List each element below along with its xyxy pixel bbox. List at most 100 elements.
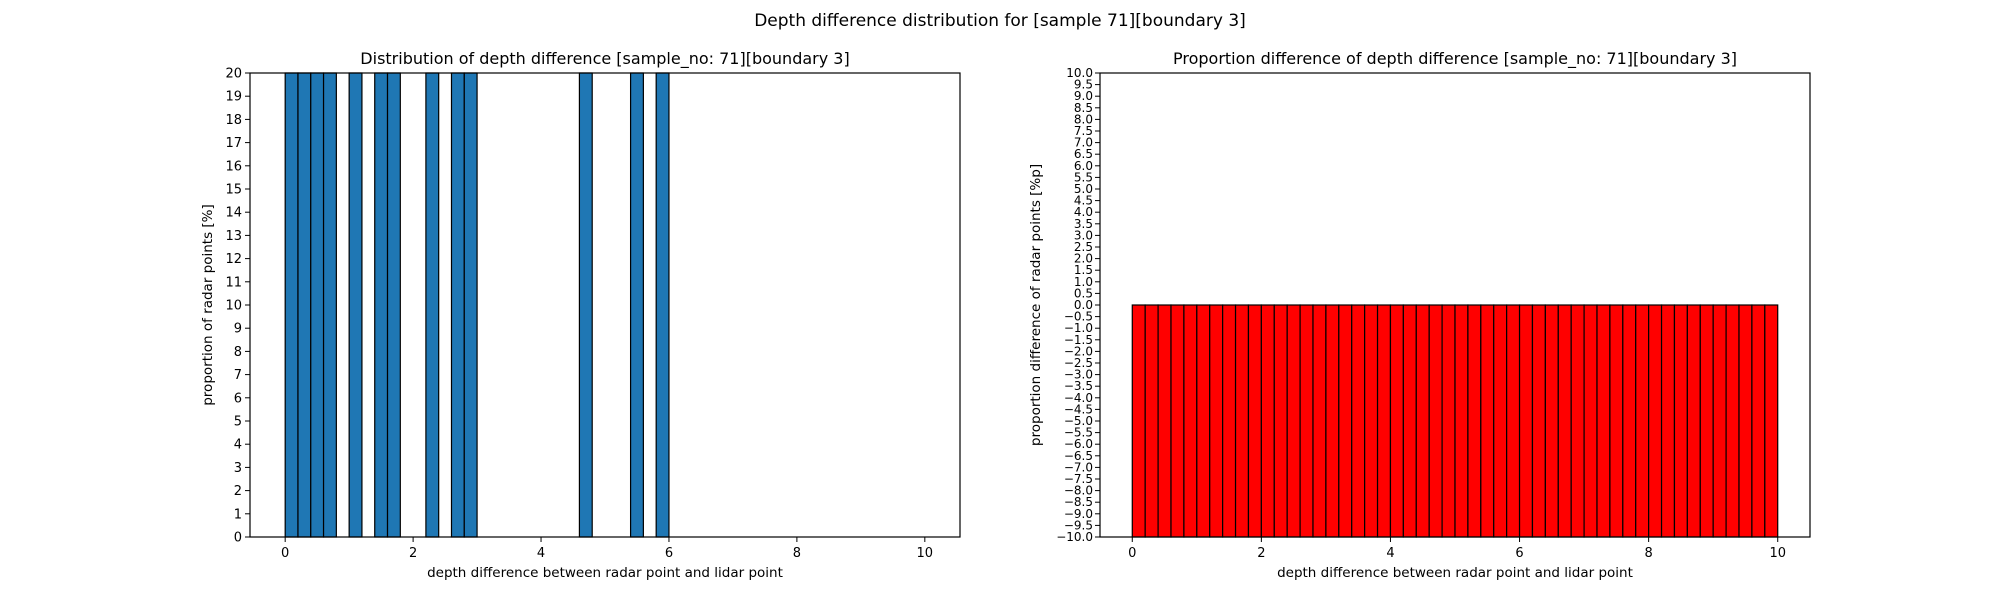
right-ytick-label: −5.5	[1064, 426, 1093, 440]
chart-right-ticks: −10.0−9.5−9.0−8.5−8.0−7.5−7.0−6.5−6.0−5.…	[1056, 66, 1786, 561]
right-bar-17	[1351, 304, 1366, 538]
right-bar-43	[1686, 304, 1701, 538]
right-bar-31	[1531, 304, 1546, 538]
right-ytick-label: 7.5	[1074, 124, 1093, 138]
right-ytick-label: −8.5	[1064, 495, 1093, 509]
right-xtick-label: 4	[1386, 546, 1394, 561]
right-bar-0	[1131, 304, 1146, 538]
right-bar-42	[1673, 304, 1688, 538]
right-ytick-label: 4.5	[1074, 194, 1093, 208]
right-bar-4	[1183, 304, 1198, 538]
right-ytick-label: −3.5	[1064, 379, 1093, 393]
left-ytick-label: 14	[225, 206, 242, 221]
right-bar-6	[1209, 304, 1224, 538]
left-xtick-label: 8	[793, 546, 801, 561]
right-ytick-label: −9.0	[1064, 507, 1093, 521]
right-ytick-label: 9.5	[1074, 78, 1093, 92]
right-ytick-label: 10.0	[1066, 66, 1093, 80]
right-bar-22	[1415, 304, 1430, 538]
right-ytick-label: −7.0	[1064, 460, 1093, 474]
left-bar-9	[463, 72, 478, 538]
right-bar-12	[1286, 304, 1301, 538]
right-bar-14	[1312, 304, 1327, 538]
right-bar-46	[1725, 304, 1740, 538]
right-bar-35	[1583, 304, 1598, 538]
figure-suptitle: Depth difference distribution for [sampl…	[754, 11, 1246, 31]
left-ytick-label: 19	[225, 90, 242, 105]
right-bar-36	[1596, 304, 1611, 538]
right-bar-11	[1273, 304, 1288, 538]
chart-right-frame	[1099, 72, 1811, 538]
right-bar-33	[1557, 304, 1572, 538]
right-bar-10	[1260, 304, 1275, 538]
right-xtick-label: 6	[1515, 546, 1523, 561]
left-xtick-label: 0	[281, 546, 289, 561]
chart-left-bars	[284, 72, 670, 538]
right-ytick-label: −10.0	[1056, 530, 1093, 544]
right-bar-47	[1738, 304, 1753, 538]
right-bar-3	[1170, 304, 1185, 538]
right-bar-13	[1299, 304, 1314, 538]
right-bar-45	[1712, 304, 1727, 538]
left-bar-5	[374, 72, 389, 538]
right-bar-23	[1428, 304, 1443, 538]
right-ytick-label: 2.5	[1074, 240, 1093, 254]
left-ytick-label: 16	[225, 159, 242, 174]
right-bar-21	[1402, 304, 1417, 538]
right-ytick-label: −1.0	[1064, 321, 1093, 335]
right-bar-29	[1506, 304, 1521, 538]
left-bar-1	[297, 72, 312, 538]
left-ytick-label: 4	[234, 438, 242, 453]
right-ytick-label: −1.5	[1064, 333, 1093, 347]
right-bar-40	[1648, 304, 1663, 538]
right-bar-18	[1364, 304, 1379, 538]
right-ytick-label: 0.5	[1074, 286, 1093, 300]
left-bar-0	[284, 72, 299, 538]
right-ytick-label: 3.0	[1074, 228, 1093, 242]
left-ytick-label: 1	[234, 507, 242, 522]
right-ytick-label: −6.5	[1064, 449, 1093, 463]
left-ytick-label: 9	[234, 322, 242, 337]
left-ytick-label: 2	[234, 484, 242, 499]
chart-left-frame	[249, 72, 961, 538]
left-bar-6	[386, 72, 401, 538]
left-ytick-label: 8	[234, 345, 242, 360]
right-ytick-label: −6.0	[1064, 437, 1093, 451]
left-ytick-label: 17	[225, 136, 242, 151]
right-bar-48	[1751, 304, 1766, 538]
chart-left: Distribution of depth difference [sample…	[200, 49, 961, 581]
left-bar-3	[322, 72, 337, 538]
chart-right-ylabel: proportion difference of radar points [%…	[1028, 164, 1044, 446]
left-ytick-label: 10	[225, 299, 242, 314]
left-ytick-label: 5	[234, 415, 242, 430]
right-bar-19	[1376, 304, 1392, 538]
right-ytick-label: −0.5	[1064, 310, 1093, 324]
right-xtick-label: 10	[1769, 546, 1786, 561]
right-xtick-label: 8	[1644, 546, 1652, 561]
right-ytick-label: 8.5	[1074, 101, 1093, 115]
left-xtick-label: 10	[917, 546, 934, 561]
right-bar-24	[1441, 304, 1456, 538]
right-ytick-label: 1.0	[1074, 275, 1093, 289]
right-bar-15	[1325, 304, 1340, 538]
right-bar-1	[1144, 304, 1159, 538]
left-bar-12	[655, 72, 670, 538]
right-bar-34	[1570, 304, 1585, 538]
right-bar-8	[1234, 304, 1250, 538]
chart-left-ylabel: proportion of radar points [%]	[200, 204, 216, 406]
left-ytick-label: 0	[234, 531, 242, 546]
right-ytick-label: 3.5	[1074, 217, 1093, 231]
right-bar-26	[1467, 304, 1482, 538]
left-ytick-label: 12	[225, 252, 242, 267]
right-ytick-label: 6.5	[1074, 147, 1093, 161]
right-ytick-label: −2.0	[1064, 344, 1093, 358]
right-bar-9	[1247, 304, 1262, 538]
right-ytick-label: −4.0	[1064, 391, 1093, 405]
right-ytick-label: 5.0	[1074, 182, 1093, 196]
left-ytick-label: 3	[234, 461, 242, 476]
chart-left-title: Distribution of depth difference [sample…	[360, 49, 849, 69]
left-ytick-label: 7	[234, 368, 242, 383]
right-bar-16	[1338, 304, 1353, 538]
